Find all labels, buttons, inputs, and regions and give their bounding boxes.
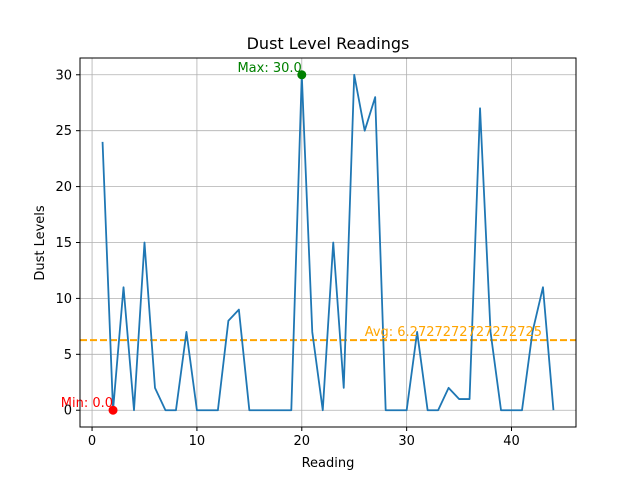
plot-content [80,73,576,412]
x-axis-label: Reading [302,456,355,471]
chart-title: Dust Level Readings [247,34,410,53]
x-tick-label: 30 [398,434,415,449]
max-point [297,70,307,80]
y-tick-label: 15 [55,236,72,251]
y-tick-label: 0 [64,404,72,419]
y-tick-label: 25 [55,124,72,139]
plot-area: Avg: 6.2727272727272725 Max: 30.0 Min: 0.0 [61,61,576,415]
average-label: Avg: 6.2727272727272725 [365,325,542,340]
axes: 0 10 20 30 40 0 5 10 15 20 25 30 [55,57,577,449]
max-label: Max: 30.0 [237,61,301,76]
min-point [108,405,118,415]
y-tick-label: 20 [55,180,72,195]
x-tick-label: 0 [88,434,96,449]
y-tick-label: 5 [64,348,72,363]
grid [80,58,576,427]
y-axis-label: Dust Levels [33,205,48,281]
min-label: Min: 0.0 [61,396,113,411]
series-line [101,73,555,412]
y-tick-label: 30 [55,68,72,83]
x-tick-label: 10 [189,434,206,449]
y-tick-label: 10 [55,292,72,307]
x-tick-label: 20 [294,434,311,449]
x-tick-label: 40 [503,434,520,449]
